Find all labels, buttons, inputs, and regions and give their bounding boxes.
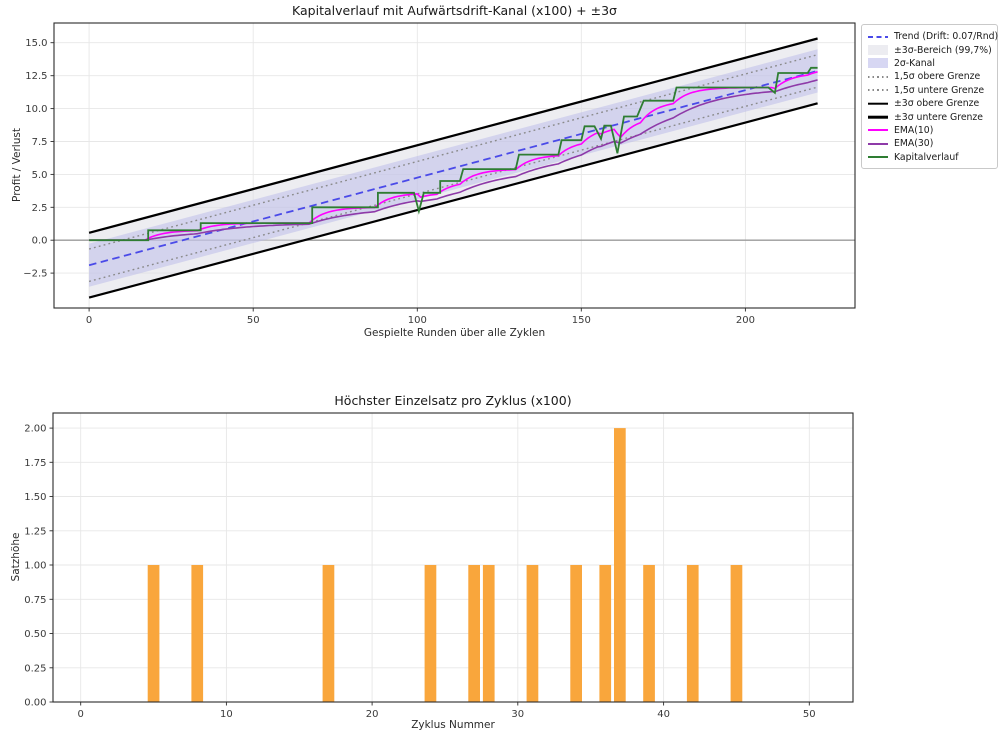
legend-label: 2σ-Kanal	[894, 57, 935, 69]
x-tick-label: 30	[511, 709, 524, 720]
x-tick-label: 20	[366, 709, 379, 720]
legend-swatch-line	[868, 152, 888, 162]
y-tick-label: 1.50	[24, 492, 46, 503]
bar	[643, 565, 655, 702]
y-tick-label: 0.00	[24, 698, 46, 709]
legend-swatch-line	[868, 89, 888, 92]
legend-swatch-patch	[868, 58, 888, 69]
legend-swatch-thick	[868, 112, 888, 122]
legend-entry: ±3σ untere Grenze	[868, 110, 991, 123]
y-tick-label: 2.00	[24, 424, 46, 435]
legend-swatch-dashed	[868, 32, 888, 42]
y-tick-label: 15.0	[25, 38, 47, 49]
top-chart: 0 50 100 150 200 −2.5 0.0 2.5 5.0 7.5 10.0 12.5 15.0	[23, 22, 856, 326]
x-tick-label: 10	[220, 709, 233, 720]
legend-label: ±3σ-Bereich (99,7%)	[894, 44, 992, 56]
legend-swatch-line	[868, 156, 888, 159]
y-tick-label: 10.0	[25, 104, 47, 115]
x-tick-label: 50	[247, 315, 260, 326]
legend-entry: EMA(10)	[868, 124, 991, 137]
legend-entry: ±3σ-Bereich (99,7%)	[868, 43, 992, 56]
legend-label: ±3σ untere Grenze	[894, 111, 984, 123]
sigma-line	[88, 102, 818, 299]
x-tick-label: 50	[803, 709, 816, 720]
x-tick-label: 100	[408, 315, 427, 326]
x-tick-label: 200	[736, 315, 755, 326]
y-tick-label: 0.0	[32, 236, 48, 247]
bar	[614, 428, 626, 702]
legend-swatch-line	[868, 142, 888, 145]
legend-swatch-line	[868, 35, 888, 38]
y-tick-label: 1.75	[24, 458, 46, 469]
x-tick-label: 150	[572, 315, 591, 326]
y-tick-label: 12.5	[25, 71, 47, 82]
legend-label: 1,5σ untere Grenze	[894, 84, 985, 96]
legend-entry: 2σ-Kanal	[868, 57, 991, 70]
legend-swatch-dotted	[868, 85, 888, 95]
trend-line	[88, 70, 818, 267]
legend-swatch-line	[868, 129, 888, 132]
kapitalverlauf-line	[89, 66, 818, 242]
legend-entry: 1,5σ obere Grenze	[868, 70, 991, 83]
axes-spines	[52, 412, 854, 703]
y-tick-label: 1.00	[24, 561, 46, 572]
legend-entry: Kapitalverlauf	[868, 151, 991, 164]
bar	[570, 565, 582, 702]
sigma-line	[88, 37, 818, 234]
legend: Trend (Drift: 0.07/Rnd) ±3σ-Bereich (99,7…	[861, 24, 998, 169]
y-tick-label: 0.50	[24, 629, 46, 640]
legend-label: EMA(10)	[894, 124, 934, 136]
bar	[322, 565, 335, 702]
y-tick-label: −2.5	[23, 269, 47, 280]
bar	[191, 565, 204, 702]
y-tick-label: 0.75	[24, 595, 46, 606]
legend-swatch-line	[868, 75, 888, 78]
y-tick-label: 5.0	[32, 170, 48, 181]
y-tick-label: 1.25	[24, 526, 46, 537]
bar	[730, 565, 743, 702]
legend-swatch-line	[868, 102, 888, 105]
legend-swatch-dotted	[868, 72, 888, 82]
bar	[147, 565, 160, 702]
top-chart-xlabel: Gespielte Runden über alle Zyklen	[363, 327, 546, 339]
legend-label: EMA(30)	[894, 138, 934, 150]
legend-entry: Trend (Drift: 0.07/Rnd)	[868, 30, 998, 43]
y-tick-label: 0.25	[24, 663, 46, 674]
x-tick-label: 40	[657, 709, 670, 720]
bar	[686, 565, 699, 702]
bottom-chart: 0 10 20 30 40 50 0.00 0.25 0.50 0.75 1.00 1.25 1.50 1…	[24, 412, 854, 720]
sigma-line	[88, 54, 818, 250]
legend-entry: ±3σ obere Grenze	[868, 97, 991, 110]
axes-spines	[53, 22, 856, 309]
legend-label: Kapitalverlauf	[894, 151, 959, 163]
legend-label: 1,5σ obere Grenze	[894, 71, 981, 83]
legend-swatch-patch	[868, 45, 888, 56]
bottom-chart-title: Höchster Einzelsatz pro Zyklus (x100)	[334, 393, 572, 408]
x-tick-label: 0	[86, 315, 92, 326]
y-tick-label: 2.5	[32, 203, 48, 214]
bar	[526, 565, 539, 702]
ema-line	[89, 79, 818, 241]
bar	[599, 565, 612, 702]
legend-entry: EMA(30)	[868, 137, 991, 150]
legend-entry: 1,5σ untere Grenze	[868, 84, 991, 97]
legend-label: Trend (Drift: 0.07/Rnd)	[894, 31, 999, 43]
sigma-line	[88, 86, 818, 283]
bar	[424, 565, 437, 702]
legend-swatch-thick	[868, 99, 888, 109]
legend-swatch-line	[868, 139, 888, 149]
legend-swatch-line	[868, 125, 888, 135]
bar	[482, 565, 495, 702]
legend-swatch-line	[868, 115, 888, 119]
legend-label: ±3σ obere Grenze	[894, 98, 980, 110]
top-chart-title: Kapitalverlauf mit Aufwärtsdrift-Kanal (…	[292, 3, 617, 18]
ema-line	[89, 71, 818, 241]
x-tick-label: 0	[78, 709, 84, 720]
y-tick-label: 7.5	[32, 137, 48, 148]
bottom-chart-xlabel: Zyklus Nummer	[411, 719, 495, 731]
bar	[468, 565, 480, 702]
